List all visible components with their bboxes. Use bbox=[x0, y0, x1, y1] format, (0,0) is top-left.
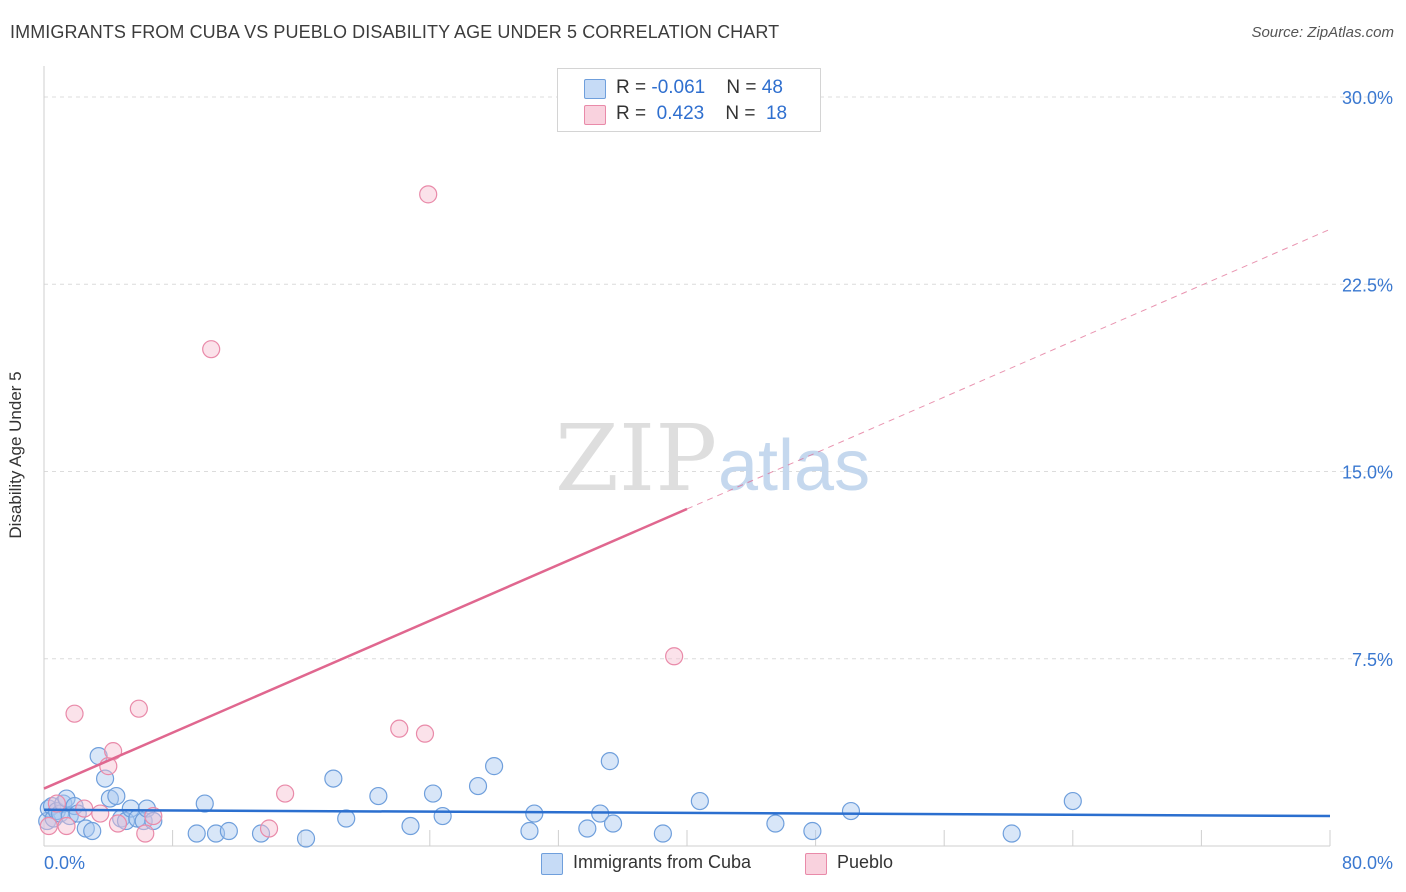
cuba-trend-line bbox=[43, 808, 1331, 818]
pueblo-point bbox=[665, 647, 684, 666]
pueblo-point bbox=[65, 704, 84, 723]
y-tick-label: 22.5% bbox=[1342, 275, 1393, 295]
cuba-point bbox=[468, 776, 488, 796]
x-tick-label: 80.0% bbox=[1342, 853, 1393, 873]
pueblo-point bbox=[108, 814, 128, 833]
trend-lines bbox=[43, 228, 1331, 818]
pueblo-trend-extension bbox=[686, 228, 1331, 510]
pueblo-point bbox=[415, 724, 435, 743]
data-points bbox=[38, 185, 1082, 848]
pueblo-point bbox=[276, 784, 295, 803]
bottom-legend-swatch-pueblo bbox=[805, 853, 827, 875]
x-tick-label: 0.0% bbox=[44, 853, 85, 873]
cuba-point bbox=[121, 799, 140, 818]
cuba-point bbox=[803, 821, 822, 841]
pueblo-point bbox=[57, 816, 76, 836]
source-label: Source: ZipAtlas.com bbox=[1251, 24, 1394, 41]
cuba-point bbox=[600, 752, 619, 771]
cuba-point bbox=[337, 809, 356, 828]
correlation-legend: R = -0.061 N = 48 R = 0.423 N = 18 bbox=[557, 68, 821, 132]
pueblo-point bbox=[259, 819, 279, 838]
legend-swatch-cuba bbox=[584, 79, 606, 99]
cuba-point bbox=[423, 784, 443, 803]
cuba-point bbox=[766, 814, 785, 833]
cuba-point bbox=[1063, 791, 1082, 811]
cuba-point bbox=[520, 821, 539, 841]
pueblo-point bbox=[144, 806, 163, 826]
cuba-point bbox=[324, 769, 343, 788]
y-tick-label: 7.5% bbox=[1352, 650, 1393, 670]
cuba-point bbox=[841, 801, 861, 821]
legend-swatch-pueblo bbox=[584, 105, 606, 125]
cuba-point bbox=[107, 786, 126, 806]
axes bbox=[43, 66, 1331, 847]
legend-r-value: 0.423 bbox=[656, 103, 705, 124]
pueblo-point bbox=[39, 816, 58, 836]
legend-n-value: 18 bbox=[765, 103, 788, 124]
pueblo-point bbox=[419, 185, 438, 204]
cuba-point bbox=[653, 824, 672, 843]
legend-r-label: R = bbox=[616, 103, 652, 124]
bottom-legend-label-cuba: Immigrants from Cuba bbox=[573, 852, 752, 872]
legend-text-cuba: R = -0.061 N = 48 bbox=[616, 77, 783, 99]
legend-n-label: N = bbox=[725, 103, 761, 124]
pueblo-point bbox=[47, 794, 66, 813]
pueblo-point bbox=[75, 799, 94, 818]
cuba-point bbox=[1002, 824, 1021, 843]
bottom-legend-label-pueblo: Pueblo bbox=[837, 852, 894, 872]
watermark-zip: ZIP bbox=[555, 405, 717, 512]
y-axis-label: Disability Age Under 5 bbox=[6, 371, 25, 539]
pueblo-trend-line bbox=[43, 507, 688, 790]
pueblo-point bbox=[390, 719, 409, 738]
pueblo-point bbox=[91, 804, 110, 823]
tick-labels: 7.5% 15.0% 22.5% 30.0% 0.0% 80.0% bbox=[44, 88, 1393, 873]
y-tick-label: 30.0% bbox=[1342, 88, 1393, 108]
legend-text-pueblo: R = 0.423 N = 18 bbox=[616, 103, 787, 125]
cuba-point bbox=[219, 821, 238, 841]
chart-title: IMMIGRANTS FROM CUBA VS PUEBLO DISABILIT… bbox=[10, 22, 780, 42]
cuba-point bbox=[195, 794, 214, 813]
legend-n-value: 48 bbox=[761, 77, 783, 98]
legend-r-label: R = bbox=[616, 77, 652, 98]
pueblo-point bbox=[136, 824, 155, 843]
watermark-atlas: atlas bbox=[718, 426, 870, 506]
pueblo-point bbox=[129, 699, 148, 718]
cuba-point bbox=[690, 791, 709, 811]
bottom-legend-swatch-cuba bbox=[541, 853, 563, 875]
cuba-point bbox=[369, 786, 388, 806]
cuba-point bbox=[603, 814, 623, 833]
cuba-point bbox=[433, 806, 452, 826]
y-tick-label: 15.0% bbox=[1342, 463, 1393, 483]
cuba-point bbox=[578, 819, 597, 838]
grid-lines bbox=[44, 96, 1392, 660]
legend-r-value: -0.061 bbox=[651, 77, 706, 98]
legend-n-label: N = bbox=[726, 77, 762, 98]
cuba-point bbox=[296, 829, 316, 848]
cuba-point bbox=[187, 824, 206, 843]
cuba-point bbox=[83, 821, 102, 841]
cuba-point bbox=[525, 804, 544, 823]
pueblo-point bbox=[202, 340, 221, 359]
cuba-point bbox=[401, 816, 420, 836]
cuba-point bbox=[485, 757, 504, 776]
